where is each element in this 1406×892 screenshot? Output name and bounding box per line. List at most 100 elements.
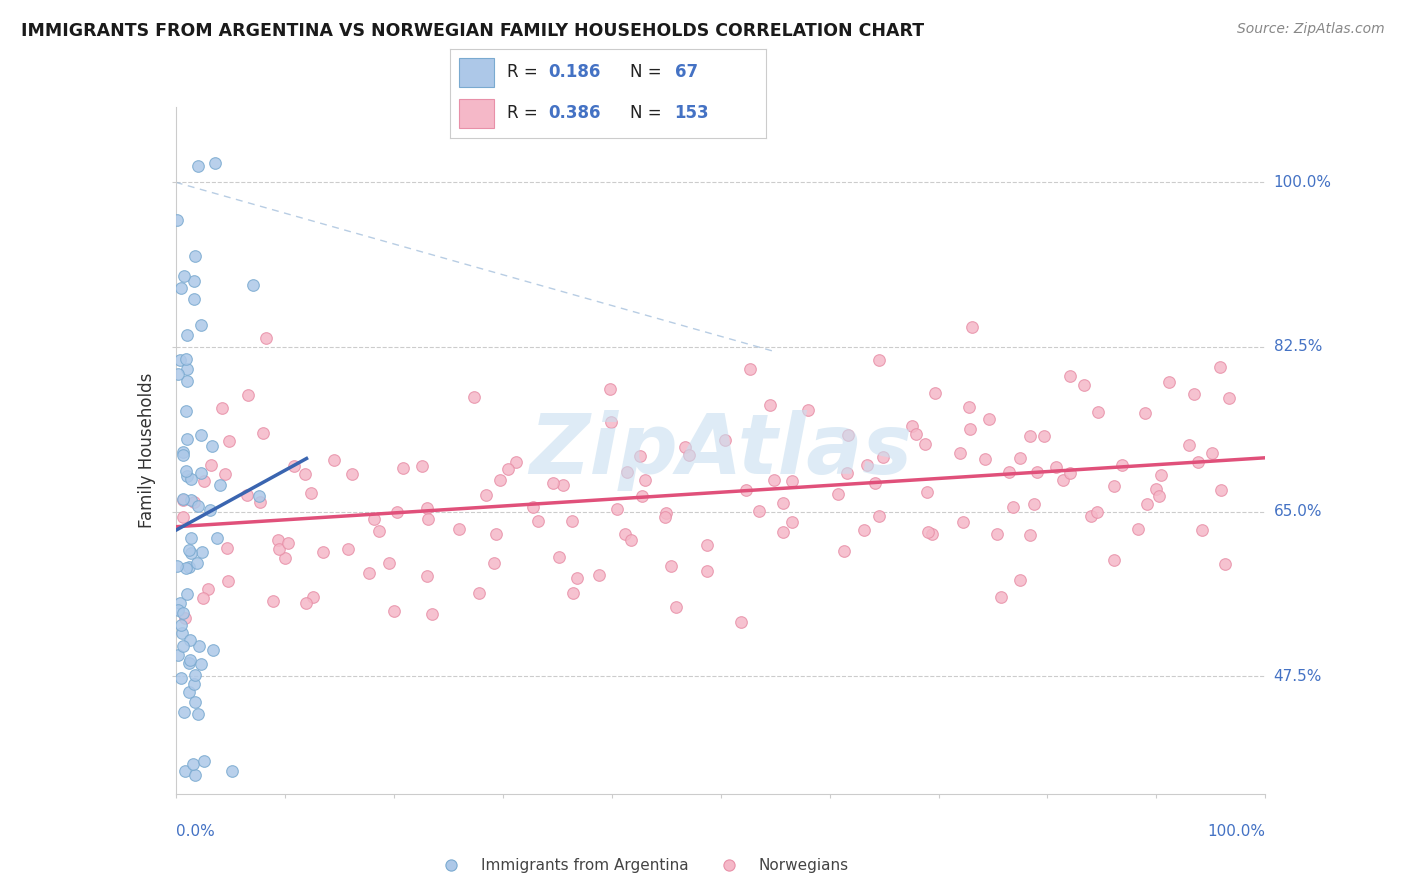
Point bbox=[1102, 479, 1125, 493]
Point bbox=[986, 526, 1008, 541]
Point bbox=[979, 412, 1001, 426]
Point bbox=[717, 858, 740, 872]
Text: 67: 67 bbox=[675, 63, 697, 81]
Point bbox=[173, 705, 195, 719]
Point bbox=[1002, 500, 1025, 515]
Point bbox=[173, 764, 195, 778]
Text: 0.386: 0.386 bbox=[548, 104, 600, 122]
Point bbox=[193, 754, 215, 768]
Point bbox=[218, 434, 240, 449]
Point bbox=[855, 458, 877, 473]
Point bbox=[172, 492, 194, 507]
Point bbox=[548, 549, 571, 564]
Point bbox=[186, 557, 208, 571]
Point bbox=[917, 525, 939, 540]
Point bbox=[418, 512, 440, 526]
Point bbox=[561, 514, 583, 528]
Point bbox=[1080, 508, 1102, 523]
Point bbox=[172, 444, 194, 458]
Y-axis label: Family Households: Family Households bbox=[138, 373, 156, 528]
Point bbox=[962, 319, 984, 334]
Text: Source: ZipAtlas.com: Source: ZipAtlas.com bbox=[1237, 22, 1385, 37]
Point bbox=[179, 685, 201, 699]
Point bbox=[1059, 369, 1081, 384]
Point bbox=[655, 506, 678, 520]
Bar bbox=[460, 99, 495, 128]
Point bbox=[921, 526, 943, 541]
Point bbox=[274, 551, 297, 566]
Point bbox=[169, 596, 191, 610]
Point bbox=[484, 556, 506, 570]
Point bbox=[176, 587, 198, 601]
Point bbox=[411, 459, 433, 474]
Text: ZipAtlas: ZipAtlas bbox=[529, 410, 912, 491]
Text: 153: 153 bbox=[675, 104, 709, 122]
Point bbox=[447, 522, 470, 536]
Point bbox=[174, 403, 197, 417]
Point bbox=[299, 485, 322, 500]
Point bbox=[217, 574, 239, 589]
Point bbox=[173, 611, 195, 625]
Point bbox=[415, 569, 437, 583]
Point bbox=[170, 281, 193, 295]
Point bbox=[759, 398, 782, 412]
Point bbox=[242, 277, 264, 292]
Point bbox=[959, 400, 981, 414]
Point bbox=[924, 386, 946, 401]
Point bbox=[1019, 528, 1042, 542]
Bar bbox=[460, 58, 495, 87]
Text: 100.0%: 100.0% bbox=[1208, 824, 1265, 839]
Point bbox=[176, 327, 198, 342]
Point bbox=[177, 542, 200, 557]
Point bbox=[1201, 446, 1223, 460]
Point bbox=[901, 419, 924, 434]
Point bbox=[1159, 375, 1181, 389]
Point bbox=[176, 362, 198, 376]
Point bbox=[1187, 455, 1209, 469]
Point bbox=[172, 639, 194, 653]
Point bbox=[187, 159, 209, 173]
Point bbox=[184, 768, 207, 782]
Point bbox=[863, 476, 886, 491]
Point bbox=[852, 523, 875, 537]
Text: 82.5%: 82.5% bbox=[1274, 340, 1322, 354]
Point bbox=[659, 558, 682, 573]
Point bbox=[1018, 428, 1040, 442]
Point bbox=[181, 757, 204, 772]
Point bbox=[522, 500, 544, 514]
Point bbox=[1059, 467, 1081, 481]
Point bbox=[187, 707, 209, 722]
Point bbox=[872, 450, 894, 464]
Point bbox=[179, 653, 201, 667]
Point bbox=[1182, 386, 1205, 401]
Point bbox=[505, 454, 527, 468]
Point bbox=[283, 458, 305, 473]
Point bbox=[696, 564, 718, 578]
Point bbox=[198, 503, 221, 517]
Point bbox=[616, 465, 638, 479]
Point bbox=[363, 512, 385, 526]
Point bbox=[247, 489, 270, 503]
Point bbox=[214, 467, 236, 481]
Point bbox=[837, 428, 859, 442]
Point bbox=[613, 526, 636, 541]
Point bbox=[915, 484, 938, 499]
Point bbox=[166, 213, 188, 227]
Point bbox=[998, 465, 1021, 479]
Point bbox=[1215, 557, 1237, 571]
Point bbox=[378, 556, 401, 570]
Point bbox=[973, 452, 995, 467]
Text: R =: R = bbox=[508, 63, 543, 81]
Point bbox=[179, 632, 201, 647]
Point bbox=[191, 545, 214, 559]
Point bbox=[1135, 498, 1157, 512]
Point bbox=[1085, 505, 1108, 519]
Point bbox=[565, 570, 588, 584]
Point bbox=[201, 439, 224, 453]
Point bbox=[183, 292, 205, 306]
Point bbox=[588, 568, 610, 582]
Point bbox=[1150, 468, 1173, 483]
Text: 0.0%: 0.0% bbox=[176, 824, 215, 839]
Point bbox=[190, 318, 212, 332]
Point bbox=[336, 542, 359, 557]
